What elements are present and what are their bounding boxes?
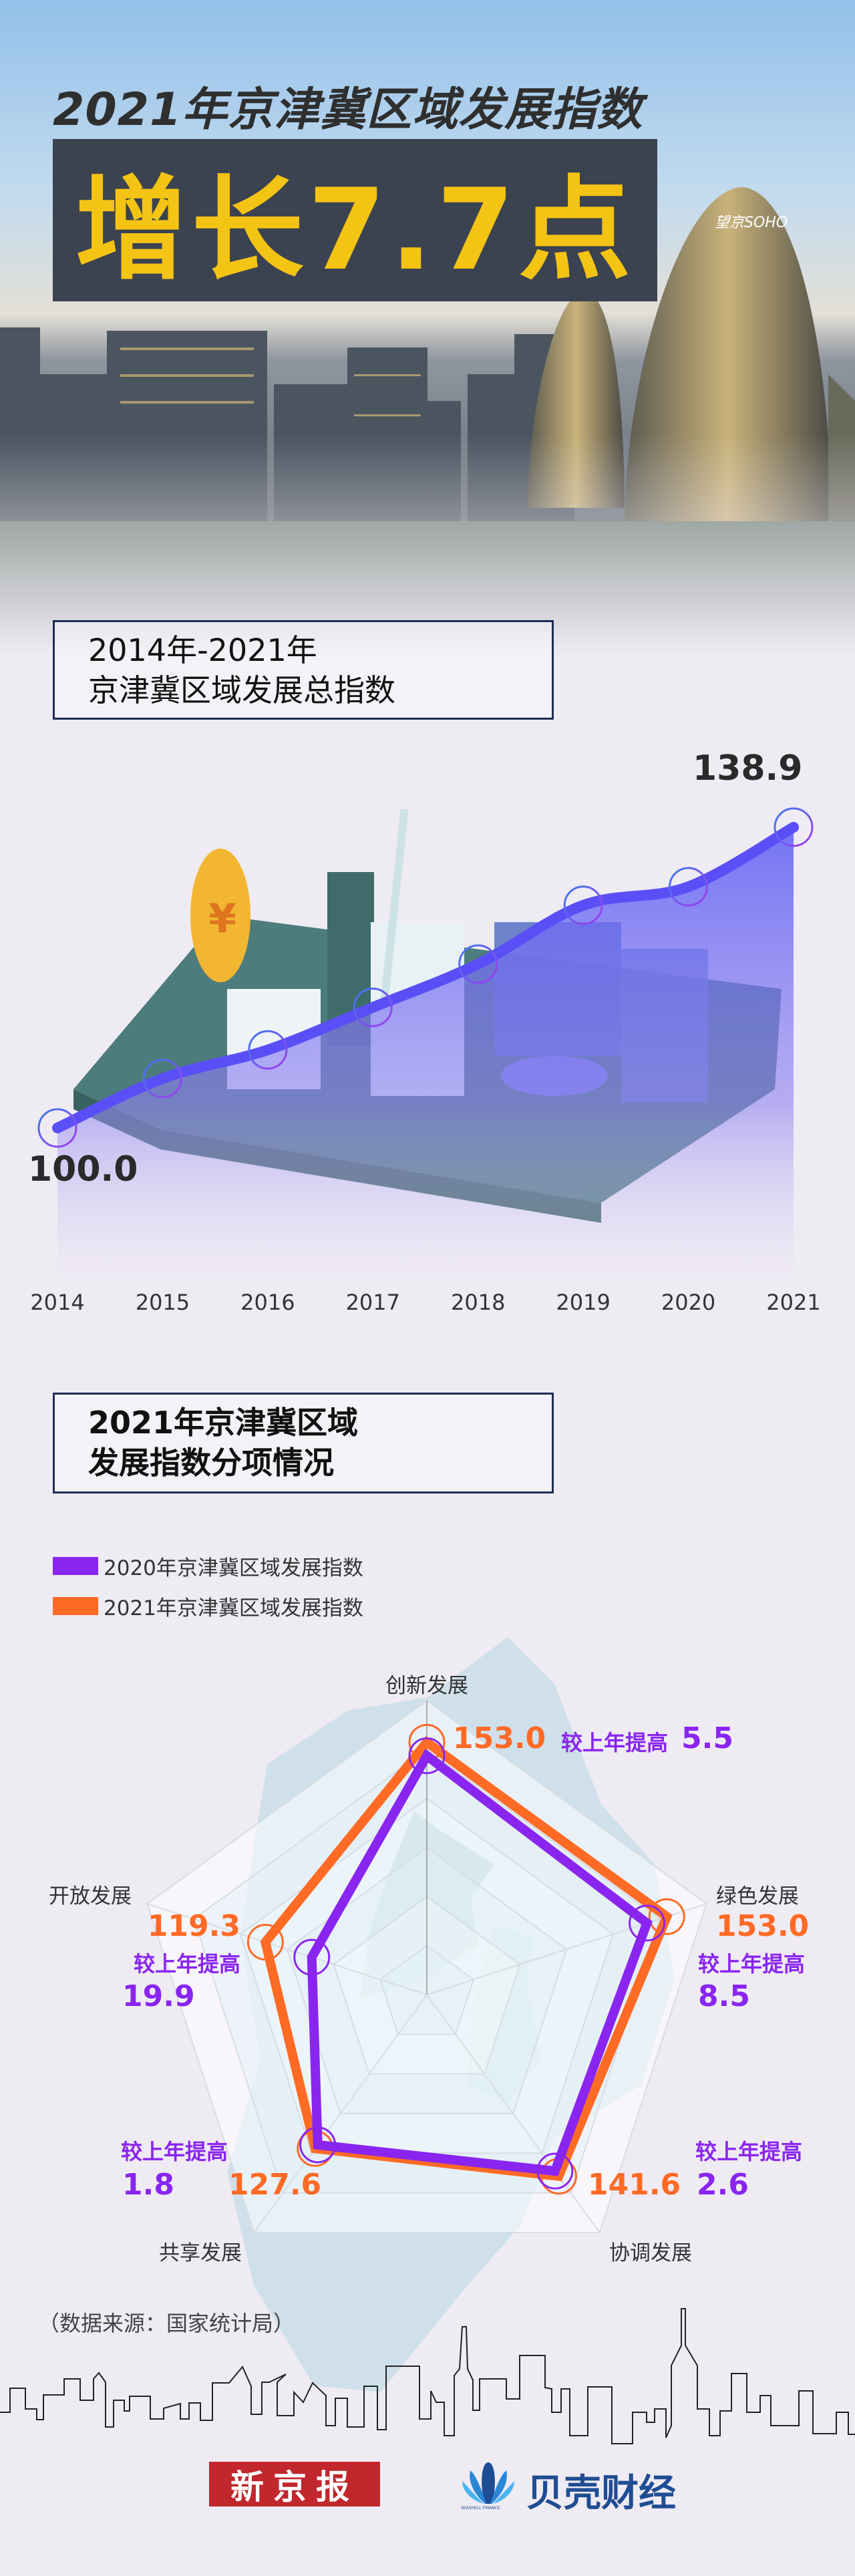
- axis-label-sharing: 共享发展: [159, 2241, 242, 2265]
- line-area-fill: [57, 827, 794, 1284]
- data-point-2019: [563, 885, 603, 925]
- increase-value-openness: 19.9: [122, 1979, 195, 2013]
- city-skyline: [0, 2308, 855, 2444]
- xinjingbao-logo-text: 新京报: [230, 2466, 359, 2507]
- data-point-2016: [248, 1030, 288, 1070]
- beike-logo-text: 贝壳财经: [526, 2472, 676, 2515]
- radar-axis-line: [426, 1994, 601, 2233]
- radar-series-2020年京津冀区域发展指数: [307, 1749, 653, 2176]
- x-tick-label: 2017: [345, 1290, 400, 1315]
- legend-swatch-2021: [53, 1596, 98, 1615]
- svg-text:¥: ¥: [208, 895, 236, 942]
- seashell-logo: [462, 2462, 514, 2504]
- x-tick-label: 2020: [661, 1290, 716, 1315]
- radar-point: [629, 1904, 666, 1942]
- svg-text:望京SOHO: 望京SOHO: [715, 214, 788, 231]
- value-label-green: 153.0: [716, 1909, 810, 1943]
- radar-axis-line: [147, 1903, 428, 1995]
- x-tick-label: 2021: [766, 1290, 821, 1315]
- beike-logo-subtext: SEASHELL FINANCE: [461, 2506, 500, 2511]
- legend-label-2020: 2020年京津冀区域发展指数: [104, 1556, 363, 1580]
- hero-city-photo: 望京SOHO: [0, 0, 855, 655]
- data-point-2021: [774, 807, 814, 847]
- radar-point: [293, 1939, 331, 1976]
- x-tick-label: 2016: [240, 1290, 295, 1315]
- legend-item-2020: 2020年京津冀区域发展指数: [53, 1554, 363, 1580]
- value-label-innovation: 153.0: [453, 1721, 546, 1755]
- increase-label-openness: 较上年提高: [133, 1951, 240, 1977]
- data-source: （数据来源：国家统计局）: [38, 2311, 295, 2336]
- data-label-first: 100.0: [28, 1149, 138, 1189]
- data-point-2020: [669, 867, 709, 907]
- axis-label-innovation: 创新发展: [385, 1674, 468, 1698]
- increase-label-green: 较上年提高: [698, 1951, 806, 1977]
- data-point-2018: [458, 944, 498, 984]
- radar-point: [408, 1737, 446, 1774]
- section2-title-line1: 2021年京津冀区域: [88, 1405, 359, 1441]
- section1-title-line2: 京津冀区域发展总指数: [88, 672, 395, 708]
- data-point-2015: [142, 1058, 182, 1099]
- radar-point: [299, 2126, 337, 2164]
- line-chart: ¥: [37, 807, 814, 1284]
- x-tick-label: 2019: [556, 1290, 611, 1315]
- radar-point: [648, 1898, 685, 1935]
- increase-value-innovation: 5.5: [681, 1721, 733, 1755]
- value-label-openness: 119.3: [147, 1909, 240, 1943]
- main-title: 2021年京津冀区域发展指数: [53, 84, 643, 136]
- radar-axis-line: [253, 1994, 428, 2233]
- headline-text: 增长7.7点: [75, 164, 635, 295]
- increase-value-green: 8.5: [698, 1979, 750, 2013]
- axis-label-openness: 开放发展: [49, 1884, 132, 1908]
- x-tick-label: 2015: [135, 1290, 190, 1315]
- increase-label-coordination: 较上年提高: [695, 2139, 803, 2164]
- value-label-sharing: 127.6: [228, 2168, 322, 2202]
- increase-value-sharing: 1.8: [122, 2168, 174, 2202]
- value-label-coordination: 141.6: [588, 2168, 681, 2202]
- yuan-coin-illustration: [190, 849, 250, 982]
- section2-title-line2: 发展指数分项情况: [88, 1445, 334, 1481]
- increase-label-innovation: 较上年提高: [561, 1730, 669, 1755]
- headline-banner: 增长7.7点: [53, 139, 657, 301]
- axis-label-green: 绿色发展: [716, 1884, 799, 1908]
- radar-point: [246, 1923, 284, 1961]
- increase-label-sharing: 较上年提高: [121, 2139, 228, 2164]
- radar-point: [536, 2152, 574, 2190]
- legend-label-2021: 2021年京津冀区域发展指数: [104, 1596, 363, 1620]
- legend-swatch-2020: [53, 1556, 98, 1575]
- data-point-2014: [37, 1108, 77, 1148]
- legend-item-2021: 2021年京津冀区域发展指数: [53, 1594, 363, 1620]
- section2-title-box: 2021年京津冀区域 发展指数分项情况: [53, 1393, 554, 1493]
- increase-value-coordination: 2.6: [697, 2168, 749, 2202]
- data-label-last: 138.9: [693, 748, 803, 789]
- radar-axis-line: [426, 1903, 707, 1995]
- section1-title-box: 2014年-2021年 京津冀区域发展总指数: [53, 620, 554, 720]
- x-tick-label: 2018: [450, 1290, 506, 1315]
- radar-chart: [146, 1637, 707, 2392]
- axis-label-coordination: 协调发展: [609, 2241, 692, 2265]
- data-point-2017: [353, 988, 393, 1028]
- section1-title-line1: 2014年-2021年: [88, 632, 317, 668]
- xinjingbao-logo: 新京报: [209, 2462, 380, 2507]
- line-series: [52, 821, 799, 1133]
- x-tick-label: 2014: [30, 1290, 85, 1315]
